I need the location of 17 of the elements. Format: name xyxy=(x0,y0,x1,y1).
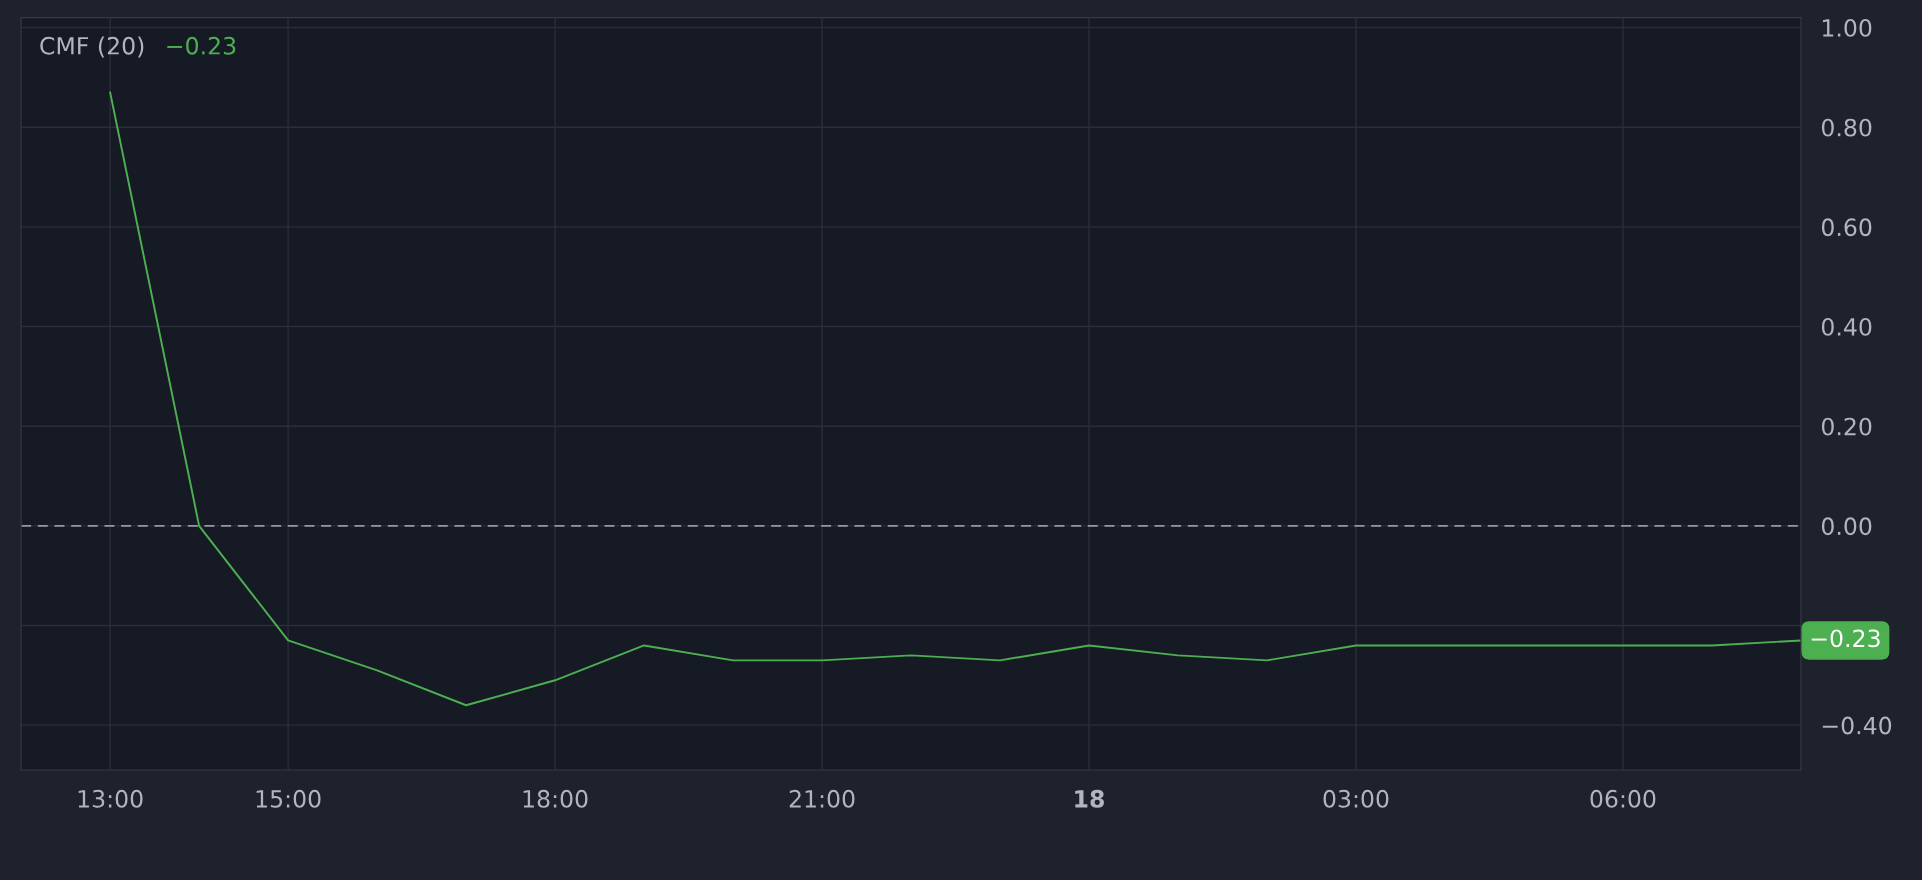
x-tick-label: 06:00 xyxy=(1590,789,1656,808)
x-tick-label: 15:00 xyxy=(256,789,321,808)
y-tick-label: 0.40 xyxy=(1821,317,1872,336)
text: CMF (20) xyxy=(40,36,144,58)
y-tick-label: 0.20 xyxy=(1821,417,1872,436)
x-tick-label: 13:00 xyxy=(78,789,143,808)
x-tick-label: 21:00 xyxy=(789,789,855,808)
y-tick-label: −0.40 xyxy=(1822,716,1892,735)
annotation: −0.23 xyxy=(1811,629,1880,648)
annotation: −0.23 xyxy=(167,36,236,55)
y-tick-label: 0.80 xyxy=(1821,118,1872,137)
y-tick-label: 0.60 xyxy=(1821,218,1872,237)
x-tick-label: 18 xyxy=(1075,789,1104,808)
y-tick-label: 0.00 xyxy=(1821,517,1872,536)
x-tick-label: 18:00 xyxy=(523,789,588,808)
y-tick-label: 1.00 xyxy=(1822,19,1872,37)
x-tick-label: 03:00 xyxy=(1323,789,1389,808)
